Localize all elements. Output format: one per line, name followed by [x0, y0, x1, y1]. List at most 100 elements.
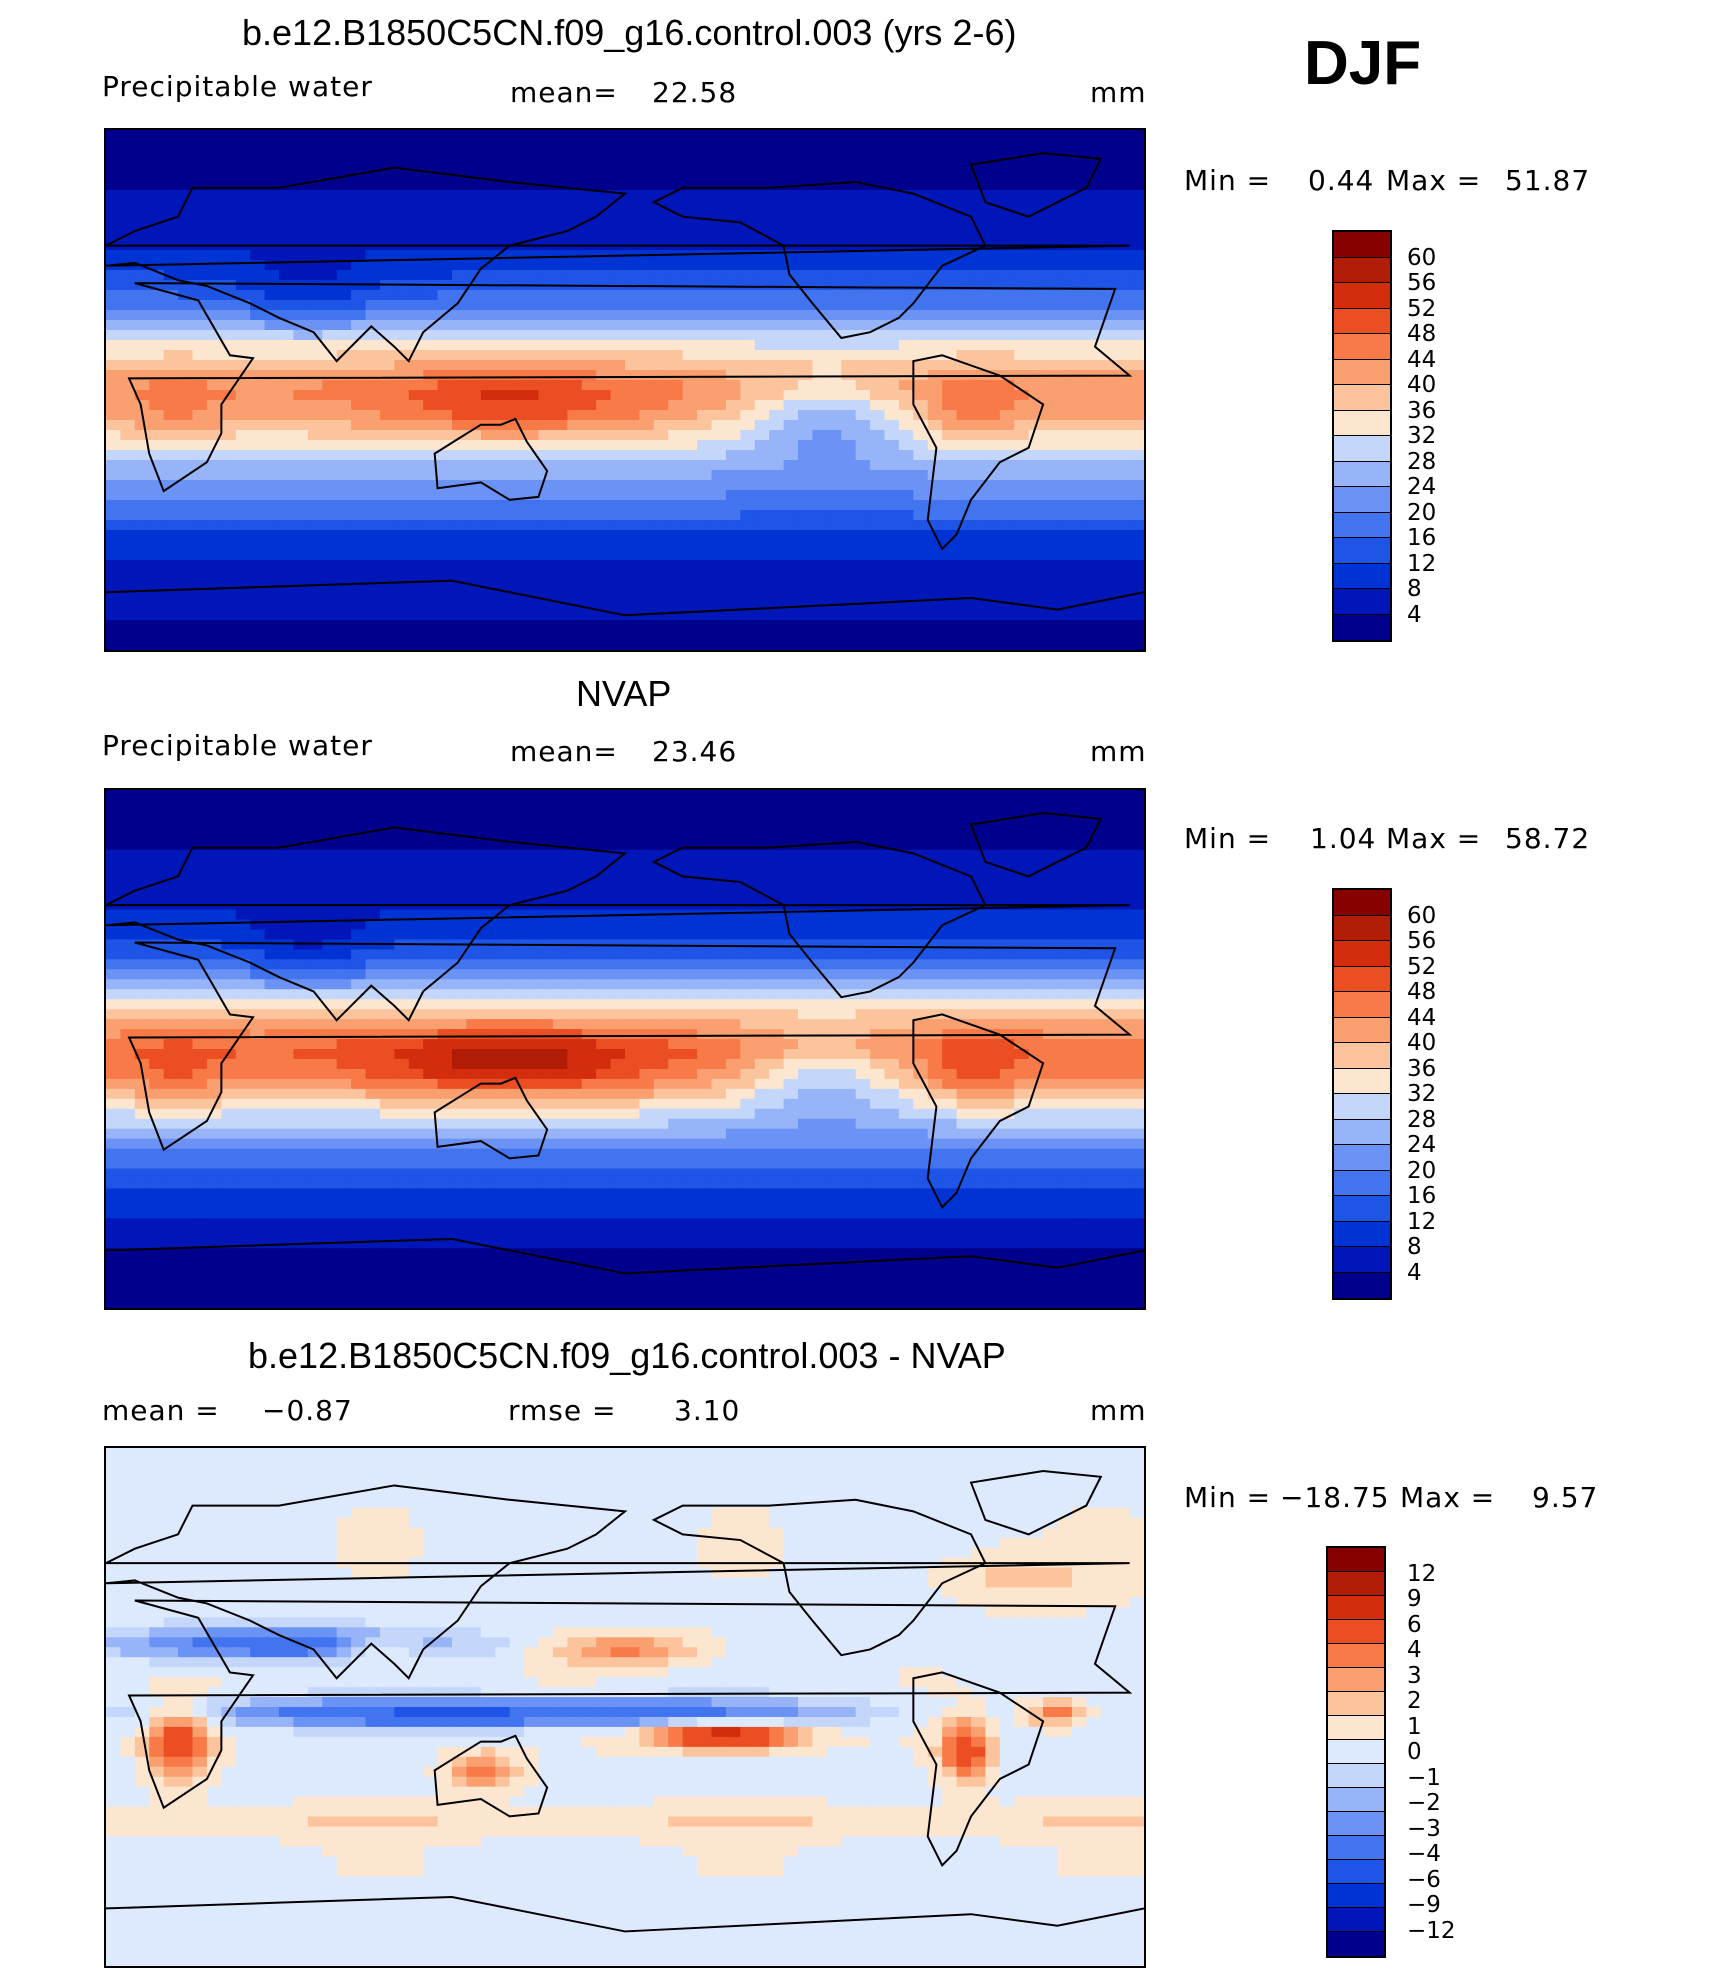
field-cell [769, 809, 785, 821]
field-cell [610, 829, 626, 841]
field-cell [668, 640, 684, 650]
field-cell [149, 160, 165, 171]
field-cell [711, 610, 727, 621]
field-cell [1014, 340, 1030, 351]
field-cell [408, 150, 424, 161]
field-cell [221, 600, 237, 611]
field-cell [971, 420, 987, 431]
field-cell [639, 140, 655, 151]
field-cell [927, 260, 943, 271]
field-cell [797, 130, 814, 141]
field-cell [740, 869, 756, 881]
field-cell [178, 250, 194, 261]
field-cell [797, 300, 814, 311]
field-cell [437, 230, 453, 241]
field-cell [812, 620, 828, 631]
field-cell [610, 360, 626, 371]
field-cell [452, 440, 468, 451]
field-cell [538, 929, 554, 941]
panel1-min-label: Min = [1184, 164, 1272, 197]
field-cell [610, 210, 626, 221]
field-cell [639, 520, 655, 531]
field-cell [1043, 290, 1059, 301]
field-cell [1086, 610, 1102, 621]
field-cell [394, 140, 410, 151]
field-cell [524, 150, 540, 161]
field-cell [1071, 640, 1087, 650]
field-cell [841, 839, 857, 851]
field-cell [149, 580, 165, 591]
field-cell [452, 260, 468, 271]
field-cell [1071, 410, 1087, 421]
field-cell [668, 460, 684, 471]
field-cell [1071, 929, 1087, 941]
field-cell [495, 230, 511, 241]
field-cell [235, 839, 251, 851]
field-cell [480, 620, 496, 631]
field-cell [134, 150, 150, 161]
field-cell [956, 790, 972, 801]
field-cell [769, 140, 785, 151]
field-cell [235, 360, 251, 371]
field-cell [351, 600, 367, 611]
field-cell [351, 580, 367, 591]
field-cell [1100, 250, 1116, 261]
field-cell [581, 560, 597, 571]
field-cell [884, 790, 900, 801]
field-cell [999, 540, 1015, 551]
field-cell [884, 879, 900, 891]
field-cell [668, 500, 684, 511]
field-cell [884, 630, 900, 641]
field-cell [754, 440, 770, 451]
field-cell [682, 410, 698, 421]
field-cell [927, 879, 943, 891]
field-cell [797, 610, 814, 621]
field-cell [379, 270, 395, 281]
field-cell [913, 610, 929, 621]
field-cell [351, 250, 367, 261]
field-cell [221, 869, 237, 881]
field-cell [423, 140, 439, 151]
field-cell [1028, 190, 1044, 201]
field-cell [1014, 510, 1030, 521]
field-cell [106, 520, 122, 531]
field-cell [999, 640, 1015, 650]
field-cell [120, 630, 136, 641]
field-cell [1071, 340, 1087, 351]
field-cell [596, 500, 612, 511]
field-cell [682, 130, 698, 141]
field-cell [927, 610, 943, 621]
field-cell [293, 540, 309, 551]
field-cell [452, 230, 468, 241]
field-cell [192, 500, 208, 511]
field-cell [740, 460, 756, 471]
field-cell [278, 879, 295, 891]
field-cell [552, 190, 568, 201]
field-cell [610, 130, 626, 141]
field-cell [812, 610, 828, 621]
field-cell [322, 790, 338, 801]
field-cell [452, 140, 468, 151]
field-cell [149, 390, 165, 401]
field-cell [1057, 180, 1073, 191]
field-cell [120, 829, 136, 841]
field-cell [178, 630, 194, 641]
field-cell [437, 620, 453, 631]
field-cell [452, 600, 468, 611]
field-cell [841, 340, 857, 351]
field-cell [567, 320, 583, 331]
field-cell [264, 430, 280, 441]
field-cell [452, 400, 468, 411]
field-cell [870, 829, 886, 841]
field-cell [855, 420, 871, 431]
field-cell [625, 470, 641, 481]
field-cell [250, 610, 266, 621]
field-cell [307, 500, 323, 511]
field-cell [466, 829, 482, 841]
field-cell [1028, 570, 1044, 581]
field-cell [942, 620, 958, 631]
field-cell [552, 859, 568, 871]
field-cell [480, 819, 496, 831]
field-cell [235, 170, 251, 181]
field-cell [437, 859, 453, 871]
